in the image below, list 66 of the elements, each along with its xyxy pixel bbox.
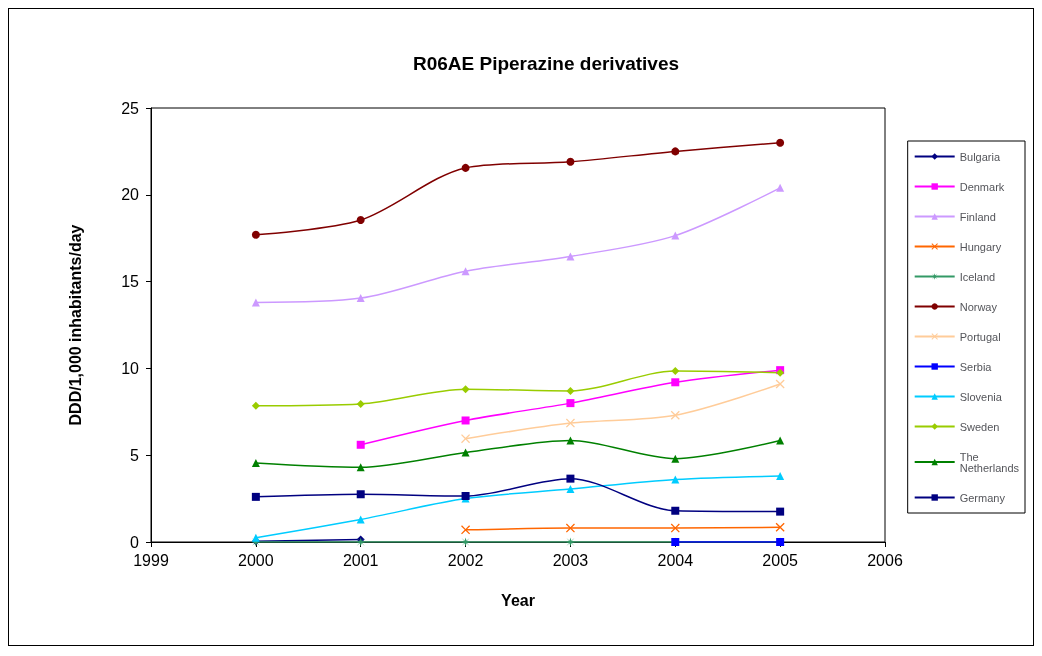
point <box>566 399 575 408</box>
point <box>671 378 680 387</box>
point <box>356 215 365 224</box>
legend-label: Denmark <box>959 180 1005 193</box>
legend-label: Portugal <box>959 330 1001 343</box>
point <box>461 267 470 276</box>
point <box>566 386 575 395</box>
point <box>565 523 575 533</box>
legend-label: Hungary <box>959 240 1002 253</box>
point <box>251 230 260 239</box>
x-tick-label: 2006 <box>867 551 903 569</box>
point <box>461 385 470 394</box>
point <box>671 147 680 156</box>
x-tick-label: 2002 <box>447 551 484 569</box>
y-axis-title: DDD/1,000 inhabitants/day <box>66 224 84 426</box>
legend-label: Finland <box>959 210 996 223</box>
x-tick-label: 2004 <box>657 551 694 569</box>
legend-label: Germany <box>959 491 1006 504</box>
legend-label: Iceland <box>959 270 996 283</box>
point <box>671 367 680 375</box>
x-tick-label: 2003 <box>552 551 589 569</box>
x-axis-title: Year <box>501 591 535 609</box>
x-tick-label: 2005 <box>762 551 799 569</box>
point <box>566 474 575 483</box>
point <box>356 294 365 303</box>
legend-label: Sweden <box>959 420 1000 433</box>
point <box>776 507 785 516</box>
point <box>461 448 470 457</box>
point <box>670 523 680 533</box>
legend-label: Slovenia <box>959 390 1003 403</box>
x-tick-label: 2000 <box>238 551 274 569</box>
y-tick-label: 5 <box>130 446 140 464</box>
y-tick-label: 15 <box>121 273 140 291</box>
point <box>251 401 260 410</box>
point <box>565 418 575 428</box>
point <box>251 492 260 501</box>
chart-title: R06AE Piperazine derivatives <box>412 53 680 74</box>
point <box>356 490 365 499</box>
y-tick-label: 20 <box>121 186 140 204</box>
point <box>566 485 575 494</box>
point <box>461 163 470 172</box>
legend-label: Serbia <box>959 360 993 373</box>
point <box>461 434 471 444</box>
y-tick-label: 0 <box>130 533 140 551</box>
legend-label: Bulgaria <box>959 150 1001 163</box>
legend-label: The Netherlands <box>959 450 1020 474</box>
y-tick-label: 25 <box>121 99 140 117</box>
point <box>776 472 785 481</box>
legend-label: Norway <box>959 300 998 313</box>
point <box>356 399 365 408</box>
point <box>671 475 680 484</box>
x-tick-label: 1999 <box>133 551 169 569</box>
point <box>776 183 785 192</box>
point <box>251 459 260 468</box>
point <box>671 454 680 463</box>
point <box>671 231 680 240</box>
point <box>775 379 785 389</box>
x-tick-label: 2001 <box>342 551 379 569</box>
point <box>671 506 680 515</box>
point <box>776 138 785 147</box>
point <box>356 440 365 449</box>
point <box>461 525 471 535</box>
point <box>566 157 575 166</box>
point <box>461 416 470 425</box>
point <box>251 533 260 542</box>
y-tick-label: 10 <box>121 359 140 377</box>
